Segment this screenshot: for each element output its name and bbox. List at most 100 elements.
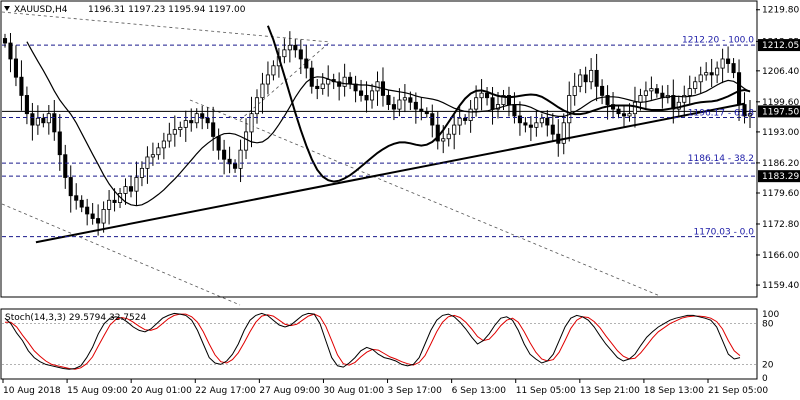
time-axis-label: 15 Aug 09:00 bbox=[67, 386, 128, 396]
candle-body bbox=[517, 115, 522, 124]
price-axis-label: 1206.40 bbox=[762, 67, 799, 77]
price-tag-label: 1212.05 bbox=[762, 41, 799, 51]
price-panel bbox=[0, 0, 758, 298]
candle-body bbox=[616, 108, 621, 115]
candle-body bbox=[134, 177, 139, 192]
candle-body bbox=[320, 83, 325, 90]
price-axis-label: 1186.20 bbox=[762, 159, 799, 169]
time-axis-label: 10 Aug 2018 bbox=[3, 386, 61, 396]
candle-body bbox=[227, 158, 232, 165]
candle-body bbox=[413, 101, 418, 110]
candle-body bbox=[359, 90, 364, 96]
candlestick-series bbox=[2, 31, 753, 236]
candle-body bbox=[2, 38, 8, 44]
candle-body bbox=[693, 81, 698, 90]
candle-body bbox=[57, 131, 62, 156]
candle-body bbox=[243, 131, 249, 151]
candle-body bbox=[463, 117, 468, 121]
candle-body bbox=[304, 58, 309, 69]
candle-body bbox=[41, 117, 46, 124]
candle-body bbox=[293, 44, 298, 51]
candle-body bbox=[397, 99, 402, 110]
candle-body bbox=[600, 85, 605, 96]
time-axis-label: 30 Aug 01:00 bbox=[323, 386, 384, 396]
candle-body bbox=[490, 97, 495, 110]
candle-body bbox=[260, 83, 265, 99]
candle-body bbox=[189, 120, 194, 124]
candle-body bbox=[638, 95, 643, 103]
price-tags: 1212.05 1197.50 1183.29 bbox=[758, 39, 800, 183]
candle-body bbox=[419, 108, 424, 112]
price-tag-box bbox=[758, 170, 800, 183]
candle-body bbox=[139, 167, 144, 178]
candle-body bbox=[364, 95, 369, 101]
candle-body bbox=[534, 122, 539, 128]
price-axis-label: 1193.00 bbox=[762, 128, 799, 138]
candle-body bbox=[627, 113, 632, 117]
time-axis-label: 22 Aug 17:00 bbox=[195, 386, 256, 396]
price-tag-box bbox=[758, 105, 800, 118]
price-tag-label: 1197.50 bbox=[762, 107, 799, 117]
price-tag-label: 1183.29 bbox=[762, 172, 799, 182]
price-axis-label: 1166.00 bbox=[762, 251, 799, 261]
candle-body bbox=[523, 122, 528, 126]
price-axis-label: 1199.60 bbox=[762, 98, 799, 108]
time-axis: 10 Aug 2018 15 Aug 09:00 20 Aug 01:00 22 Au… bbox=[2, 379, 768, 396]
candle-body bbox=[238, 149, 243, 169]
candle-body bbox=[747, 113, 753, 117]
candle-body bbox=[348, 76, 353, 85]
fibonacci-level-label: 1186.14 - 38.2 bbox=[688, 154, 754, 164]
fibonacci-level-label: 1170.03 - 0.0 bbox=[694, 228, 755, 238]
candle-body bbox=[408, 97, 413, 103]
candle-body bbox=[550, 124, 555, 135]
candle-body bbox=[715, 67, 720, 76]
candle-body bbox=[676, 101, 681, 110]
price-tag-box bbox=[758, 39, 800, 52]
dotted-guide-line bbox=[1, 203, 241, 306]
candle-body bbox=[539, 117, 544, 124]
candle-body bbox=[68, 177, 73, 197]
candle-body bbox=[342, 76, 347, 87]
candle-body bbox=[704, 72, 709, 76]
candle-body bbox=[233, 163, 238, 169]
candle-body bbox=[156, 147, 161, 156]
candle-body bbox=[287, 44, 292, 51]
trendline-segment bbox=[35, 102, 745, 244]
ascending-trendline bbox=[35, 102, 745, 244]
candle-body bbox=[589, 69, 594, 83]
candle-body bbox=[561, 122, 566, 144]
candle-body bbox=[457, 117, 462, 126]
collapse-triangle-icon[interactable] bbox=[4, 6, 10, 11]
candle-body bbox=[13, 58, 18, 78]
candle-body bbox=[468, 108, 473, 121]
candle-body bbox=[35, 117, 40, 126]
candle-body bbox=[79, 199, 84, 208]
dotted-guide-line bbox=[189, 99, 661, 297]
candle-body bbox=[24, 95, 29, 115]
candle-body bbox=[200, 113, 205, 119]
candle-body bbox=[145, 156, 150, 169]
candle-body bbox=[107, 199, 112, 210]
price-axis-label: 1159.40 bbox=[762, 281, 799, 291]
candle-body bbox=[19, 76, 24, 96]
candle-body bbox=[161, 140, 166, 149]
candle-body bbox=[30, 113, 35, 126]
candle-body bbox=[649, 88, 654, 92]
stochastic-axis-label: 100 bbox=[762, 310, 779, 320]
dotted-guide-line bbox=[1, 11, 331, 43]
candle-body bbox=[512, 104, 517, 117]
ohlc-header: 1196.31 1197.23 1195.94 1197.00 bbox=[88, 5, 246, 15]
candle-body bbox=[265, 74, 270, 85]
candle-body bbox=[709, 72, 714, 76]
fibonacci-labels: 1212.20 - 100.0 1196.17 - 61.8 1186.14 - 3… bbox=[2, 35, 756, 238]
stochastic-axis-label: 0 bbox=[762, 374, 768, 384]
candle-body bbox=[63, 154, 68, 178]
candle-body bbox=[96, 218, 101, 224]
time-axis-label: 20 Aug 01:00 bbox=[131, 386, 192, 396]
stochastic-main-line bbox=[4, 312, 741, 370]
time-axis-label: 27 Aug 09:00 bbox=[259, 386, 320, 396]
candle-body bbox=[572, 85, 577, 96]
candle-body bbox=[85, 206, 90, 215]
candle-body bbox=[556, 133, 561, 144]
price-axis-label: 1179.60 bbox=[762, 189, 799, 199]
